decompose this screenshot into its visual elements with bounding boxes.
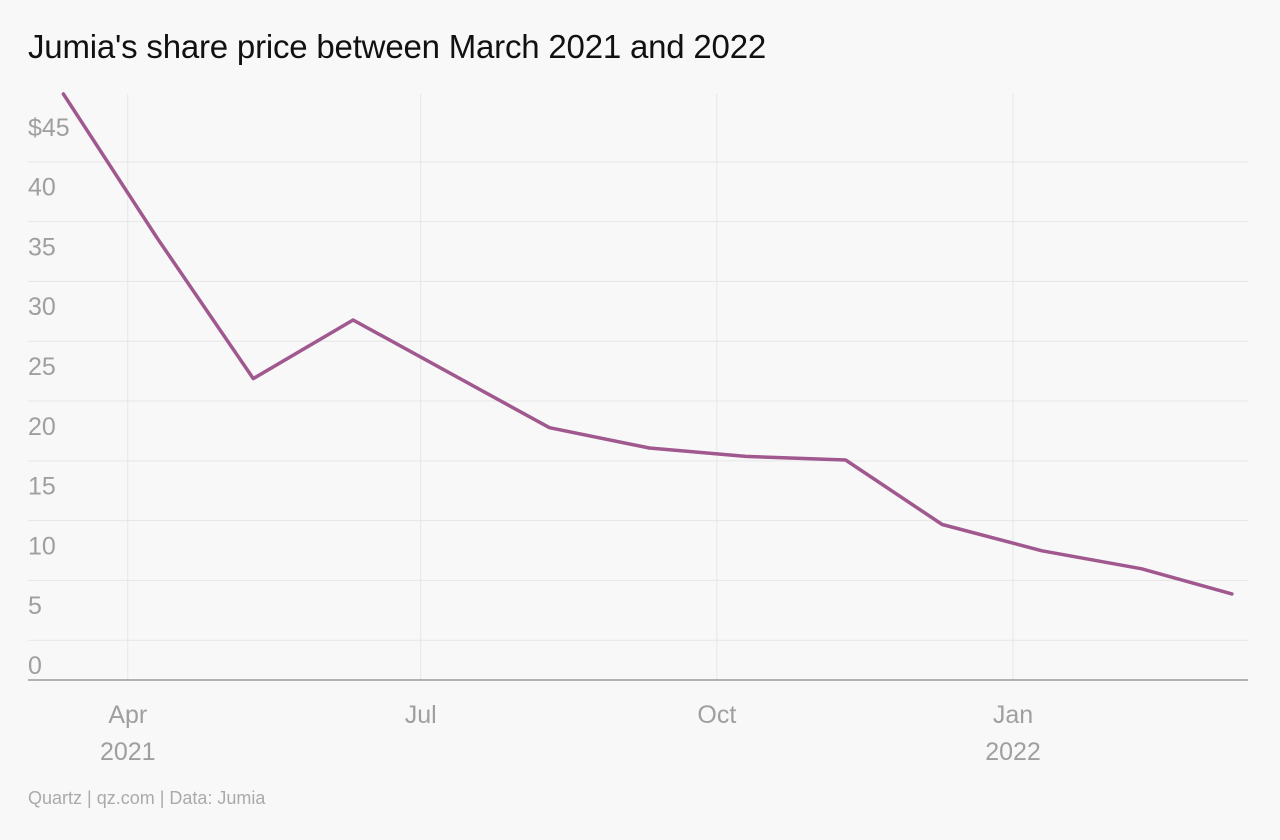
series-layer — [61, 92, 1234, 596]
y-tick-label: 10 — [28, 532, 56, 560]
price-series-line — [61, 92, 1234, 596]
y-tick-label: 25 — [28, 353, 56, 381]
grid-layer — [28, 94, 1248, 681]
y-tick-label: 40 — [28, 174, 56, 202]
x-tick-label: Oct — [697, 701, 736, 729]
y-tick-label: 15 — [28, 473, 56, 501]
x-tick-label: Jul — [405, 701, 437, 729]
line-chart: $45 40 35 30 25 20 15 10 5 0 Apr 2021 Jul Oct Jan 2022 — [28, 92, 1248, 766]
y-tick-label: 30 — [28, 293, 56, 321]
source-footer: Quartz | qz.com | Data: Jumia — [28, 788, 266, 808]
y-tick-label: 20 — [28, 413, 56, 441]
x-axis-ticks: Apr 2021 Jul Oct Jan 2022 — [100, 701, 1041, 766]
y-tick-label: 35 — [28, 233, 56, 261]
x-tick-sublabel: 2022 — [985, 738, 1041, 766]
x-tick-label: Apr — [108, 701, 147, 729]
y-tick-label: $45 — [28, 114, 70, 142]
x-tick-sublabel: 2021 — [100, 738, 156, 766]
y-tick-label: 5 — [28, 592, 42, 620]
chart-title: Jumia's share price between March 2021 a… — [28, 28, 767, 65]
x-tick-label: Jan — [993, 701, 1033, 729]
y-tick-label: 0 — [28, 652, 42, 680]
y-axis-ticks: $45 40 35 30 25 20 15 10 5 0 — [28, 114, 70, 680]
